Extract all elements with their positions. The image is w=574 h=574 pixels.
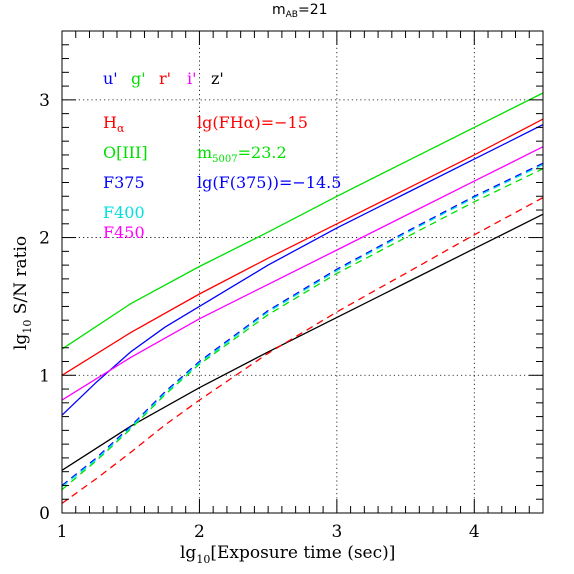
chart-title: mAB=21 [272, 2, 328, 20]
legend-f450-label: F450 [103, 223, 145, 242]
x-axis-title-sub: 10 [196, 553, 210, 566]
x-tick-label: 1 [57, 522, 68, 542]
filter-legend-item: i' [187, 69, 197, 88]
x-tick-label: 4 [469, 522, 480, 542]
x-axis-title-rest: [Exposure time (sec)] [210, 543, 395, 563]
filter-legend-item: z' [211, 69, 224, 88]
series-line-ha-narrow [61, 197, 544, 504]
legend-oiii-value-sub: 5007 [212, 154, 237, 165]
x-axis-title: lg10[Exposure time (sec)] [180, 543, 395, 566]
series-line-oiii-narrow [61, 168, 544, 491]
filter-legend-item: r' [159, 69, 171, 88]
y-tick-label: 1 [39, 366, 50, 386]
chart-title-rest: =21 [298, 2, 328, 18]
legend-f375-label: F375 [103, 173, 145, 192]
filter-legend: u' g' r' i' z' [103, 69, 224, 88]
series-group [61, 92, 544, 504]
legend-f400-label: F400 [103, 203, 145, 222]
legend-oiii-value: m5007=23.2 [197, 143, 287, 165]
legend-oiii-value-rest: =23.2 [238, 143, 287, 162]
plot-frame [61, 30, 544, 514]
x-tick-label: 2 [194, 522, 205, 542]
chart-title-sub: AB [286, 10, 298, 20]
filter-legend-item: g' [131, 69, 146, 88]
y-axis-title-sub: 10 [21, 320, 34, 334]
series-line-r-broad [61, 118, 544, 376]
x-tick-label: 3 [331, 522, 342, 542]
y-tick-label: 0 [39, 504, 50, 524]
legend-f375-value: lg(F(375))=−14.5 [197, 173, 341, 192]
y-axis-title-rest: S/N ratio [11, 236, 31, 320]
legend-ha-label: Hα [103, 113, 125, 135]
chart-title-main: m [272, 2, 286, 18]
y-tick-label: 2 [39, 229, 50, 249]
ticks [61, 30, 544, 514]
y-tick-label: 3 [39, 91, 50, 111]
series-line-z-broad [61, 213, 544, 471]
y-axis-title: lg10 S/N ratio [11, 236, 34, 350]
series-line-i-broad [61, 146, 544, 401]
grid [62, 31, 543, 513]
legend-oiii-label: O[III] [103, 143, 148, 162]
legend-oiii-value-main: m [197, 143, 212, 162]
series-line-u-broad [61, 124, 544, 416]
legend-ha-sub: α [117, 122, 125, 135]
legend-ha-value: lg(FHα)=−15 [197, 113, 308, 132]
series-line-g-broad [61, 92, 544, 350]
x-axis-title-main: lg [180, 543, 196, 563]
legend-ha-main: H [103, 113, 117, 132]
filter-legend-item: u' [103, 69, 118, 88]
y-axis-title-main: lg [11, 334, 31, 350]
